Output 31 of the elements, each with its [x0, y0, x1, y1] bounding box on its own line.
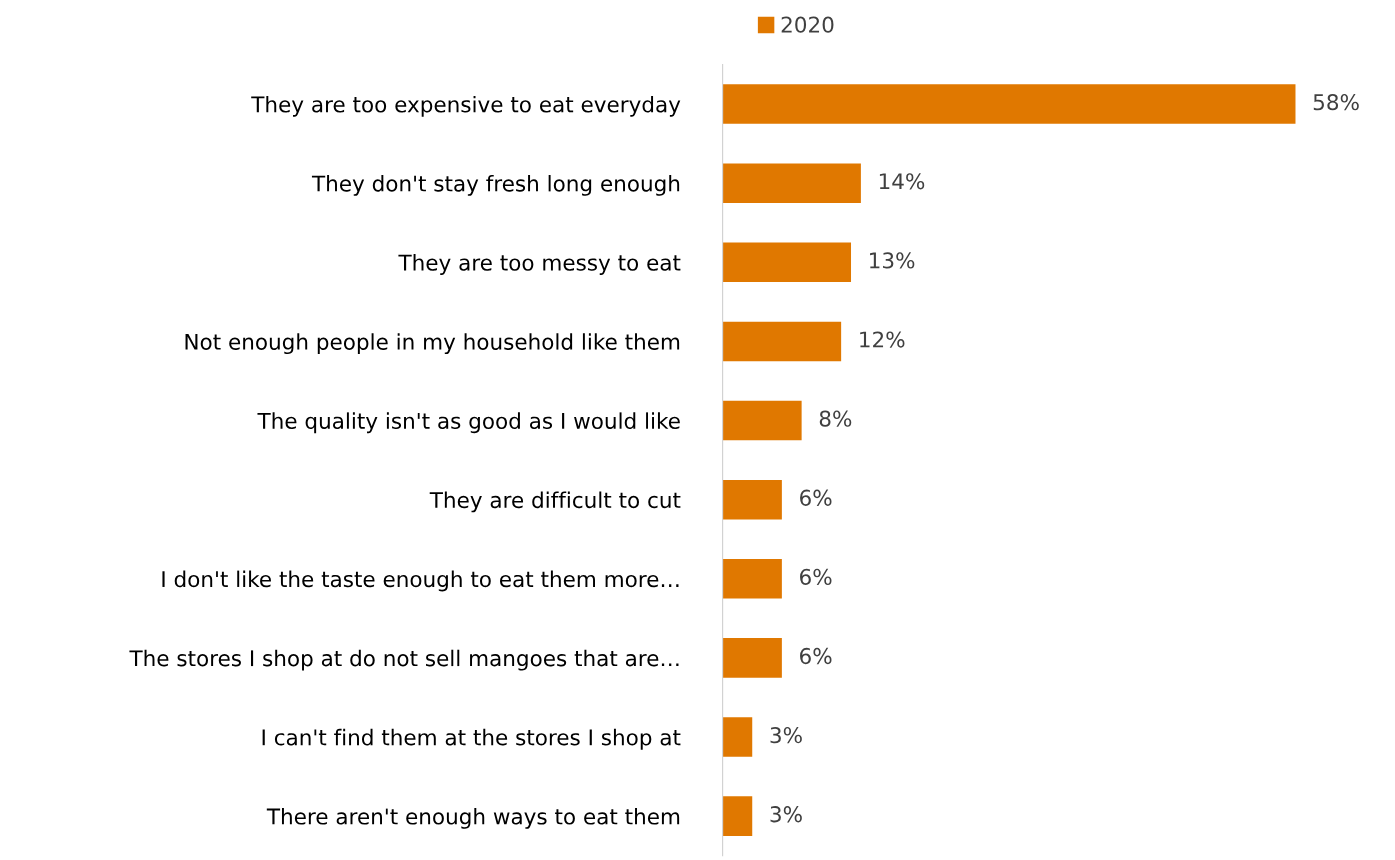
data-label: 6%	[800, 568, 832, 586]
data-label: 14%	[879, 173, 925, 190]
y-tick-label: They are too messy to eat	[398, 254, 681, 275]
y-tick-label: The quality isn't as good as I would like	[257, 412, 680, 434]
bar	[722, 479, 782, 520]
bar	[722, 400, 802, 441]
y-tick-label: They are too expensive to eat everyday	[251, 95, 681, 117]
bar	[722, 84, 1296, 124]
y-tick-label: I don't like the taste enough to eat them more…	[162, 570, 679, 592]
y-tick-label: Not enough people in my household like them	[185, 333, 680, 355]
bar	[722, 638, 782, 678]
data-label: 13%	[870, 252, 915, 269]
y-tick-label: I can't find them at the stores I shop at	[262, 728, 681, 750]
data-label: 12%	[860, 331, 905, 348]
data-label: 6%	[800, 489, 832, 506]
y-tick-label: There aren't enough ways to eat them	[266, 807, 680, 829]
bar	[722, 163, 861, 203]
data-label: 8%	[819, 410, 852, 427]
y-tick-label: They don't stay fresh long enough	[311, 175, 680, 196]
bar	[722, 242, 852, 283]
bar	[722, 717, 753, 757]
legend-label: 2020	[781, 16, 834, 33]
y-tick-label: They are difficult to cut	[429, 491, 681, 513]
data-label: 3%	[770, 806, 802, 823]
bar	[722, 559, 782, 599]
data-label: 3%	[770, 726, 802, 744]
bar	[722, 796, 753, 836]
data-label: 6%	[800, 647, 832, 665]
bar	[722, 321, 842, 362]
y-tick-label: The stores I shop at do not sell mangoes that are…	[129, 649, 679, 671]
data-label: 58%	[1313, 94, 1359, 111]
